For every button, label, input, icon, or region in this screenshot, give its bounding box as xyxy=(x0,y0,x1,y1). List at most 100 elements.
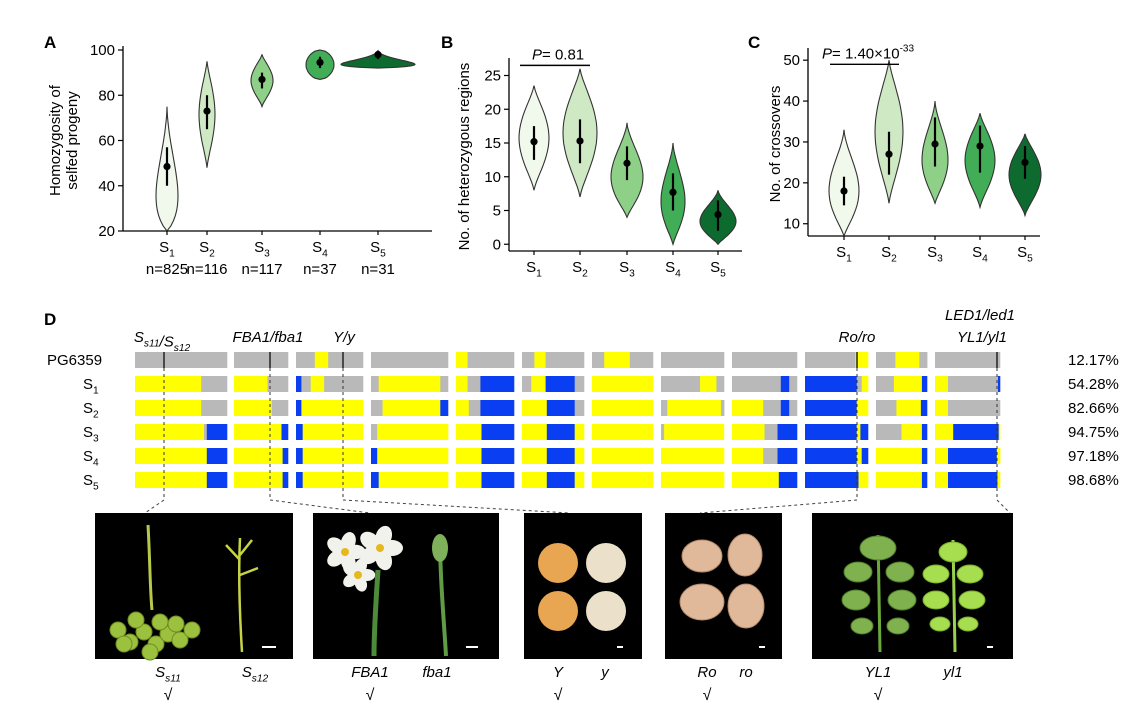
median-point xyxy=(374,50,382,59)
panel-label-a: A xyxy=(44,33,56,52)
genotype-segment xyxy=(901,424,923,440)
check-mark: √ xyxy=(554,687,563,704)
y-tick-label: 30 xyxy=(783,134,800,151)
genotype-segment xyxy=(546,424,575,440)
genotype-segment xyxy=(856,424,861,440)
y-tick-label: 40 xyxy=(98,178,115,195)
check-mark: √ xyxy=(874,687,883,704)
genotype-segment xyxy=(371,424,378,440)
genotype-segment xyxy=(296,352,316,368)
median-point xyxy=(714,210,722,219)
genotype-segment xyxy=(805,448,857,464)
genotype-segment xyxy=(135,352,228,368)
genotype-segment xyxy=(661,472,725,488)
genotype-segment xyxy=(378,376,441,392)
genotype-segment xyxy=(371,472,379,488)
x-tick-label-s4: S4 xyxy=(972,244,988,265)
median-point xyxy=(1021,158,1029,166)
genotype-segment xyxy=(876,352,896,368)
genotype-segment xyxy=(301,376,312,392)
genotype-segment xyxy=(302,448,364,464)
genotype-segment xyxy=(382,400,441,416)
genotype-segment xyxy=(661,448,725,464)
genotype-segment xyxy=(546,400,575,416)
genotype-segment xyxy=(135,472,208,488)
genotype-segment xyxy=(456,376,468,392)
genotype-segment xyxy=(997,472,1001,488)
photo-panel-4 xyxy=(665,513,782,659)
genotype-segment xyxy=(324,376,337,392)
genotype-segment xyxy=(998,376,1001,392)
berry-cluster-illustration xyxy=(109,524,259,661)
row-label: PG6359 xyxy=(47,352,102,369)
x-tick-label-s1: S1 xyxy=(836,244,852,265)
genotype-segment xyxy=(935,376,949,392)
x-tick-label-s5: S5 xyxy=(710,259,726,280)
genotype-segment xyxy=(234,352,289,368)
genotype-segment xyxy=(206,472,228,488)
genotype-segment xyxy=(861,376,869,392)
photo-panel-5 xyxy=(812,513,1013,659)
genotype-segment xyxy=(935,352,1001,368)
count-label: n=116 xyxy=(186,261,227,278)
photo-caption-right: Ss12 xyxy=(242,664,269,685)
median-point xyxy=(669,188,677,196)
genotype-segment xyxy=(480,400,515,416)
genotype-segment xyxy=(206,448,228,464)
row-label: S4 xyxy=(83,448,99,469)
genotype-segment xyxy=(667,400,722,416)
genotype-segment xyxy=(953,424,999,440)
genotype-segment xyxy=(948,472,998,488)
y-tick-label: 100 xyxy=(90,42,115,59)
genotype-segment xyxy=(805,472,859,488)
genotype-segment xyxy=(876,424,902,440)
genotype-segment xyxy=(480,376,515,392)
genotype-segment xyxy=(996,448,1001,464)
genotype-segment xyxy=(481,424,515,440)
median-point xyxy=(163,162,171,171)
genotype-segment xyxy=(716,376,725,392)
genotype-segment xyxy=(481,472,515,488)
genotype-segment xyxy=(456,400,470,416)
locus-label: Y/y xyxy=(333,329,356,346)
x-tick-label-s5: S5 xyxy=(370,239,386,260)
row-percentage: 94.75% xyxy=(1068,424,1119,441)
genotype-segment xyxy=(921,448,928,464)
genotype-segment xyxy=(935,400,949,416)
x-tick-label-s5: S5 xyxy=(1017,244,1033,265)
genotype-segment xyxy=(522,352,535,368)
genotype-segment xyxy=(919,352,928,368)
photo-panel-3 xyxy=(524,513,642,659)
genotype-segment xyxy=(805,352,856,368)
locus-label: Ss11/Ss12 xyxy=(134,329,191,354)
genotype-segment xyxy=(629,352,654,368)
median-point xyxy=(885,150,893,158)
check-mark: √ xyxy=(703,687,712,704)
y-axis-label: No. of heterozygous regions xyxy=(456,63,473,251)
genotype-segment xyxy=(135,448,208,464)
photo-caption-left: YL1 xyxy=(865,664,892,681)
y-tick-label: 20 xyxy=(98,223,115,240)
genotype-segment xyxy=(271,400,289,416)
photo-guide xyxy=(269,499,371,514)
genotype-segment xyxy=(201,400,228,416)
genotype-segment xyxy=(780,400,790,416)
genotype-segment xyxy=(522,400,548,416)
check-mark: √ xyxy=(164,687,173,704)
locus-label: YL1/yl1 xyxy=(957,329,1007,346)
row-percentage: 82.66% xyxy=(1068,400,1119,417)
genotype-segment xyxy=(664,424,725,440)
genotype-segment xyxy=(856,448,862,464)
photo-caption-left: Y xyxy=(553,664,564,681)
photo-caption-left: FBA1 xyxy=(351,664,389,681)
violin-panel-a: 20 40 60 80 100 Homozygosity of selfed progeny… xyxy=(47,42,432,278)
genotype-segment xyxy=(935,448,949,464)
y-tick-label: 40 xyxy=(783,93,800,110)
genotype-segment xyxy=(522,424,548,440)
y-axis-label: Homozygosity of xyxy=(47,84,64,196)
photo-caption-right: yl1 xyxy=(942,664,962,681)
locus-label: FBA1/fba1 xyxy=(233,329,304,346)
count-label: n=37 xyxy=(303,261,337,278)
genotype-segment xyxy=(371,448,378,464)
